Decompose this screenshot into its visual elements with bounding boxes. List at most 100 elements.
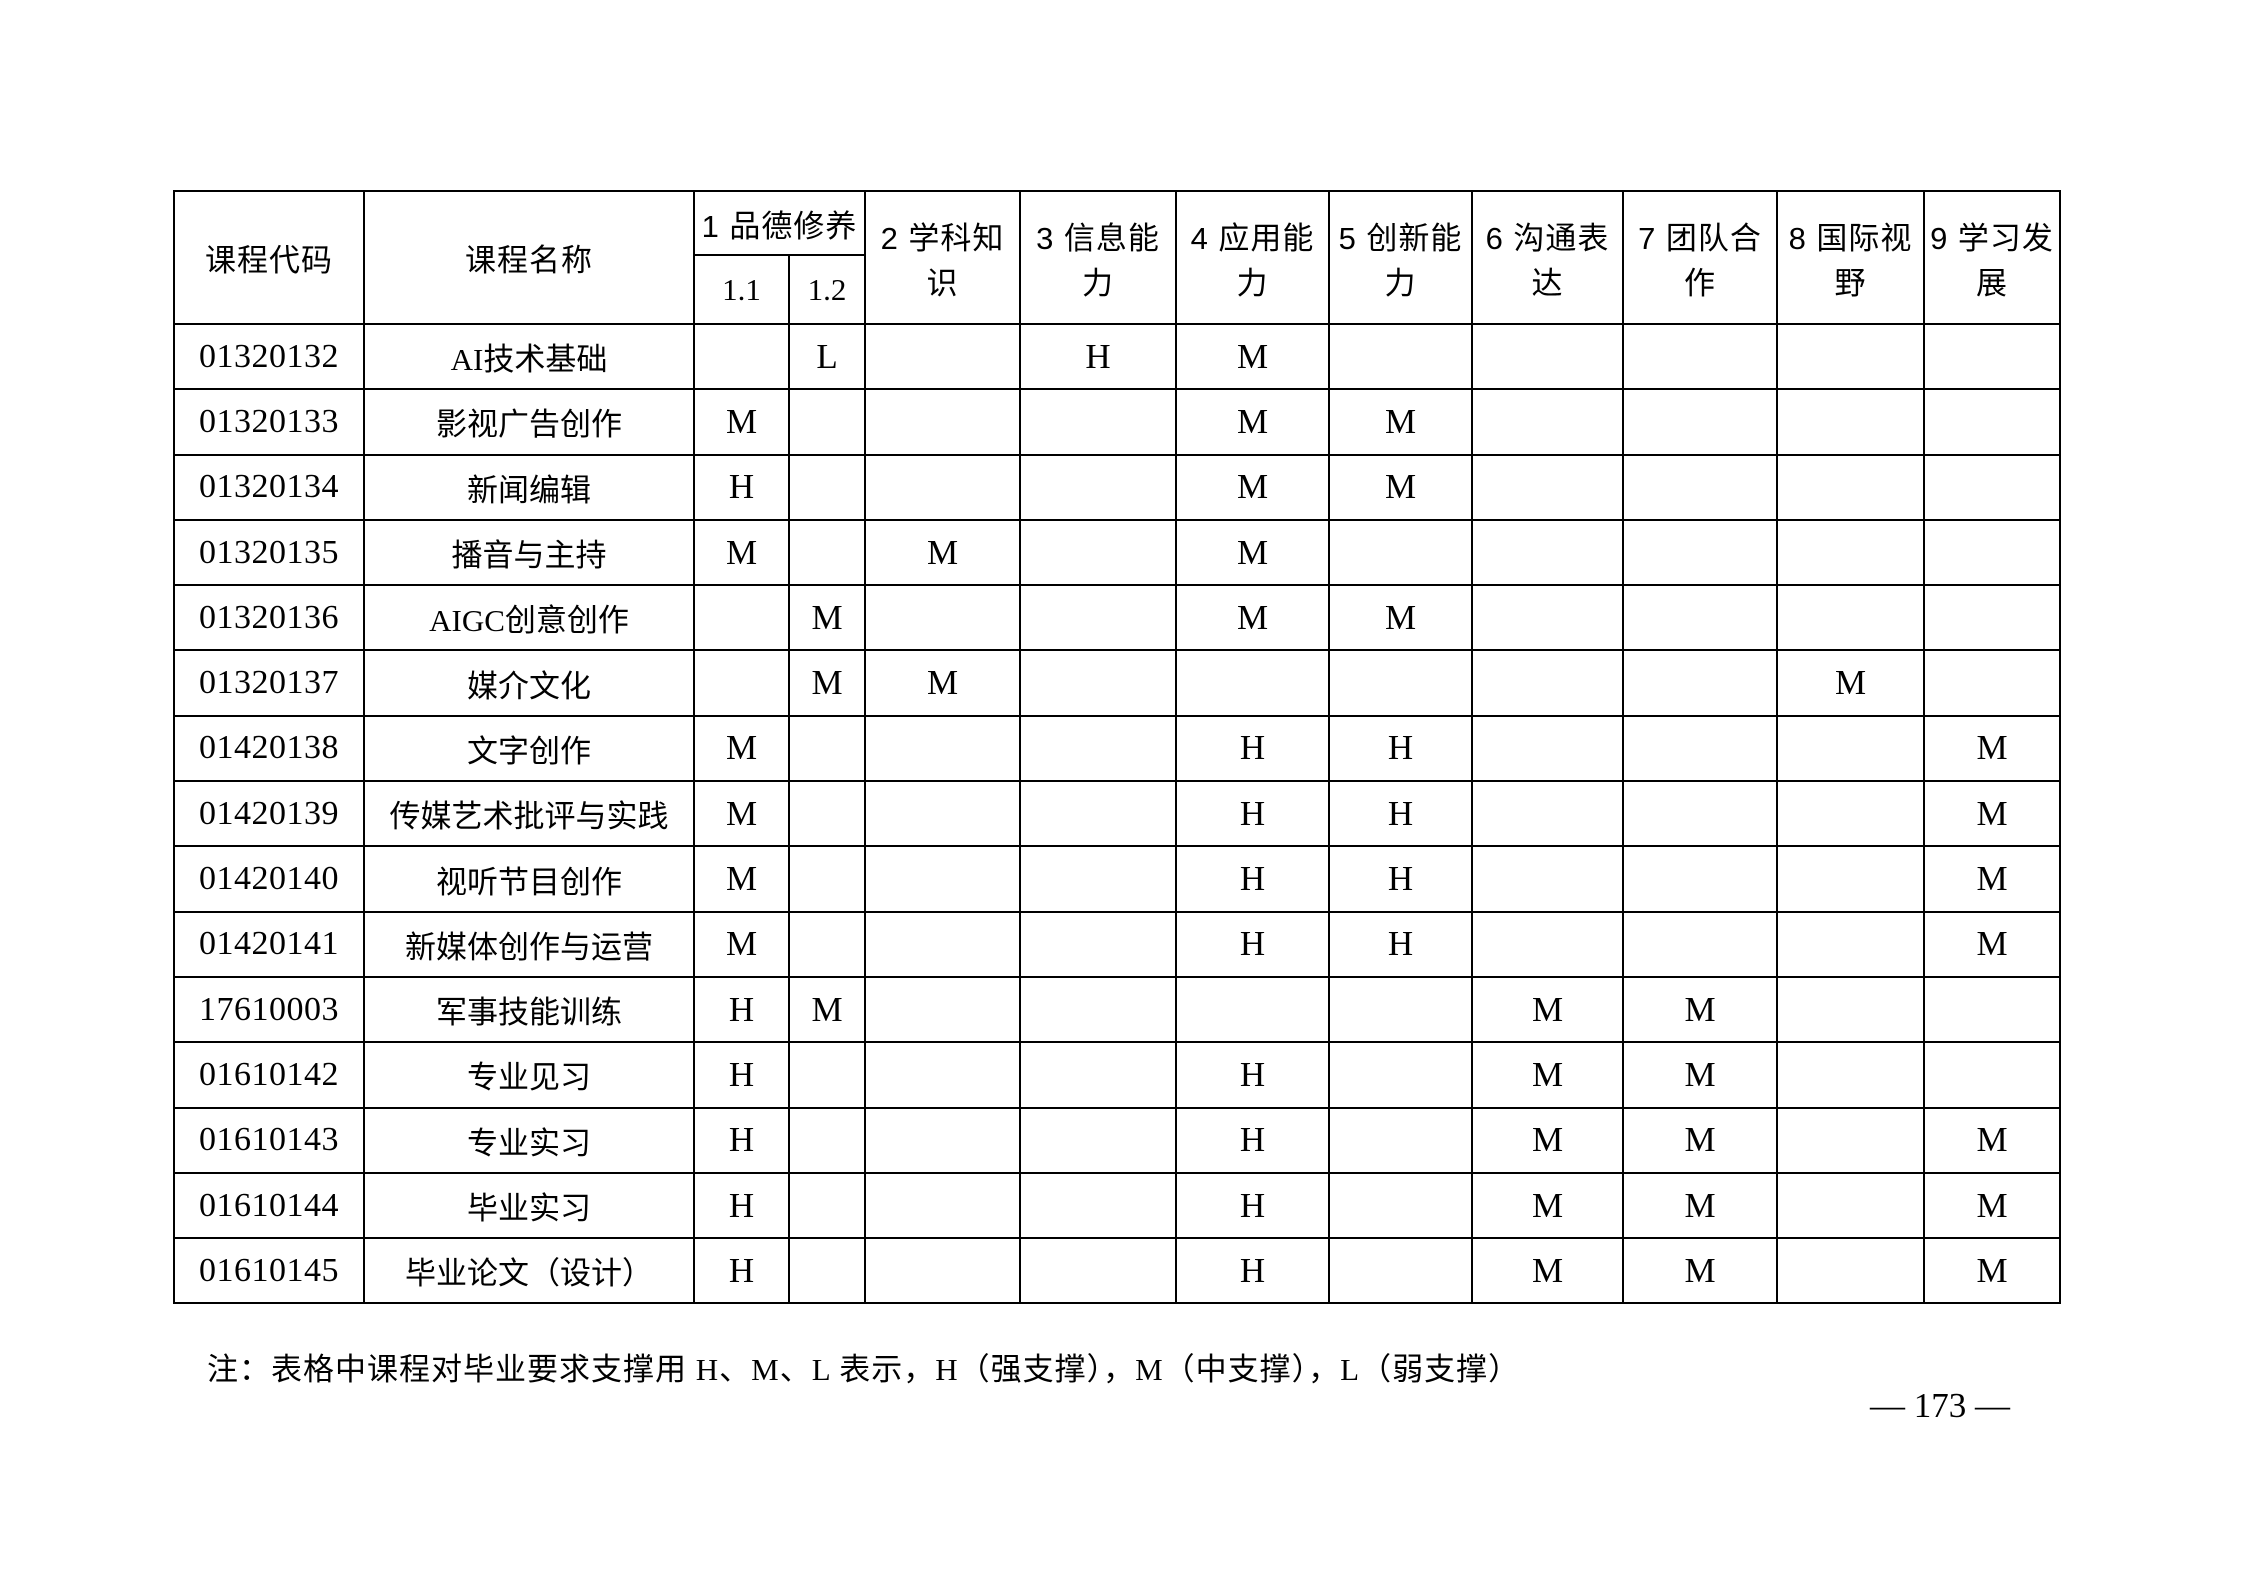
header-course-code: 课程代码 bbox=[173, 190, 365, 325]
mark-cell bbox=[787, 910, 867, 978]
mark-cell bbox=[1019, 388, 1178, 456]
mark-cell bbox=[1328, 1041, 1474, 1109]
mark-cell: M bbox=[1923, 910, 2062, 978]
mark-cell bbox=[1923, 649, 2062, 717]
course-name-cell: 毕业论文（设计） bbox=[363, 1237, 695, 1305]
table-row: 01610145 毕业论文（设计） H H M M M bbox=[173, 1237, 2062, 1305]
mark-cell: H bbox=[1175, 1106, 1331, 1174]
mark-cell bbox=[1622, 518, 1779, 587]
mark-cell: H bbox=[1175, 1041, 1331, 1109]
mark-cell: H bbox=[1175, 1237, 1331, 1305]
mark-cell: M bbox=[693, 714, 790, 783]
mark-cell: H bbox=[1175, 714, 1331, 783]
mark-cell: M bbox=[787, 975, 867, 1044]
course-code-cell: 17610003 bbox=[173, 975, 365, 1044]
table-row: 01420141 新媒体创作与运营 M H H M bbox=[173, 910, 2062, 978]
mark-cell: H bbox=[693, 1106, 790, 1174]
table-row: 01320133 影视广告创作 M M M bbox=[173, 388, 2062, 456]
mark-cell: M bbox=[1923, 845, 2062, 913]
mark-cell: M bbox=[1622, 1041, 1779, 1109]
table-row: 01320132 AI技术基础 L H M bbox=[173, 322, 2062, 391]
mark-cell bbox=[1471, 649, 1625, 717]
course-name-cell: 视听节目创作 bbox=[363, 845, 695, 913]
mark-cell: M bbox=[1471, 1237, 1625, 1305]
mark-cell: M bbox=[1471, 1041, 1625, 1109]
mark-cell bbox=[1471, 845, 1625, 913]
mark-cell bbox=[1776, 1237, 1926, 1305]
table-row: 01420139 传媒艺术批评与实践 M H H M bbox=[173, 780, 2062, 848]
mark-cell: M bbox=[1923, 714, 2062, 783]
mark-cell: H bbox=[1175, 910, 1331, 978]
course-name-cell: 专业见习 bbox=[363, 1041, 695, 1109]
mark-cell bbox=[1622, 780, 1779, 848]
mark-cell: M bbox=[1175, 453, 1331, 521]
table-body: 01320132 AI技术基础 L H M 01320133 影视广告创作 M M M 013201… bbox=[173, 322, 2062, 1305]
course-code-cell: 01320134 bbox=[173, 453, 365, 521]
mark-cell bbox=[787, 780, 867, 848]
mark-cell: M bbox=[864, 649, 1022, 717]
mark-cell bbox=[787, 714, 867, 783]
mark-cell bbox=[693, 649, 790, 717]
course-code-cell: 01610145 bbox=[173, 1237, 365, 1305]
mark-cell bbox=[1019, 1237, 1178, 1305]
mark-cell: M bbox=[1328, 453, 1474, 521]
mark-cell: M bbox=[1175, 518, 1331, 587]
mark-cell bbox=[1175, 649, 1331, 717]
mark-cell: M bbox=[1175, 322, 1331, 391]
course-code-cell: 01610142 bbox=[173, 1041, 365, 1109]
mark-cell bbox=[1622, 910, 1779, 978]
mark-cell bbox=[787, 1171, 867, 1240]
mark-cell: M bbox=[693, 388, 790, 456]
mark-cell bbox=[1776, 1041, 1926, 1109]
mark-cell bbox=[1328, 322, 1474, 391]
mark-cell: M bbox=[1175, 584, 1331, 652]
mark-cell: M bbox=[1923, 1237, 2062, 1305]
mark-cell: H bbox=[1175, 1171, 1331, 1240]
mark-cell: M bbox=[1622, 975, 1779, 1044]
mark-cell: M bbox=[1622, 1171, 1779, 1240]
header-sub-1-1: 1.1 bbox=[693, 254, 790, 325]
mark-cell bbox=[1776, 845, 1926, 913]
mark-cell bbox=[1019, 714, 1178, 783]
mark-cell: M bbox=[1923, 1106, 2062, 1174]
mark-cell bbox=[864, 975, 1022, 1044]
mark-cell bbox=[1923, 322, 2062, 391]
mark-cell bbox=[1622, 845, 1779, 913]
mark-cell: M bbox=[1923, 780, 2062, 848]
mark-cell bbox=[1776, 780, 1926, 848]
table-row: 01320136 AIGC创意创作 M M M bbox=[173, 584, 2062, 652]
mark-cell: H bbox=[1328, 780, 1474, 848]
mark-cell bbox=[1923, 584, 2062, 652]
table-row: 01420138 文字创作 M H H M bbox=[173, 714, 2062, 783]
course-name-cell: 新闻编辑 bbox=[363, 453, 695, 521]
mark-cell bbox=[1471, 453, 1625, 521]
mark-cell bbox=[1923, 388, 2062, 456]
mark-cell: H bbox=[1019, 322, 1178, 391]
header-course-name: 课程名称 bbox=[363, 190, 695, 325]
header-col-2: 2 学科知识 bbox=[864, 190, 1022, 325]
mark-cell bbox=[1622, 453, 1779, 521]
mark-cell bbox=[1328, 1237, 1474, 1305]
mark-cell bbox=[864, 845, 1022, 913]
mark-cell bbox=[1019, 845, 1178, 913]
header-group-moral: 1 品德修养 bbox=[692, 190, 867, 256]
table-row: 01320137 媒介文化 M M M bbox=[173, 649, 2062, 717]
mark-cell bbox=[1622, 649, 1779, 717]
mark-cell bbox=[787, 845, 867, 913]
header-col-7: 7 团队合作 bbox=[1622, 190, 1779, 325]
mark-cell bbox=[1622, 584, 1779, 652]
mark-cell: H bbox=[1175, 780, 1331, 848]
header-col-3: 3 信息能力 bbox=[1019, 190, 1178, 325]
mark-cell bbox=[1175, 975, 1331, 1044]
mark-cell: H bbox=[693, 1171, 790, 1240]
mark-cell bbox=[1923, 453, 2062, 521]
mark-cell bbox=[1471, 910, 1625, 978]
mark-cell bbox=[864, 910, 1022, 978]
mark-cell bbox=[1019, 975, 1178, 1044]
course-code-cell: 01320133 bbox=[173, 388, 365, 456]
course-support-matrix-table: 课程代码 课程名称 1 品德修养 2 学科知识 3 信息能力 4 应用能力 5 … bbox=[173, 190, 2062, 1305]
mark-cell bbox=[1471, 714, 1625, 783]
course-name-cell: 文字创作 bbox=[363, 714, 695, 783]
mark-cell bbox=[1622, 322, 1779, 391]
mark-cell bbox=[1471, 322, 1625, 391]
